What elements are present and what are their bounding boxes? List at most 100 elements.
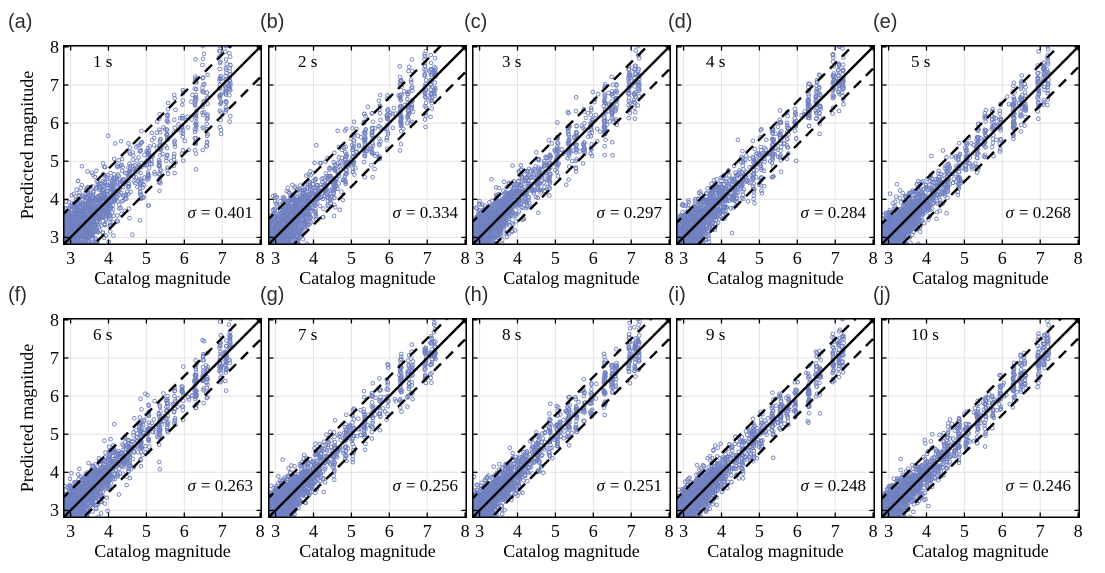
- plot-border: [472, 45, 671, 245]
- x-tick-label: 7: [217, 248, 227, 268]
- panel-letter: (c): [464, 11, 488, 33]
- x-tick-label: 5: [346, 521, 356, 541]
- x-axis-title: Catalog magnitude: [503, 541, 640, 561]
- y-tick-label: 6: [50, 113, 59, 134]
- panel-letter: (a): [8, 11, 33, 33]
- sigma-value: = 0.263: [200, 476, 253, 495]
- sigma-label: σ = 0.284: [801, 203, 866, 223]
- sigma-value: = 0.297: [609, 203, 662, 222]
- panel-letter: (b): [260, 11, 285, 33]
- x-tick-label: 7: [217, 521, 227, 541]
- panel-letter: (f): [8, 284, 27, 306]
- time-window-label: 4 s: [706, 52, 726, 71]
- x-tick-label: 3: [884, 248, 894, 268]
- plot-border: [472, 318, 671, 518]
- sigma-symbol: σ: [392, 203, 401, 222]
- upper-band-line: [881, 45, 1062, 227]
- x-tick-label: 8: [664, 248, 674, 268]
- x-tick-label: 7: [830, 248, 840, 268]
- y-tick-label: 4: [50, 189, 59, 210]
- time-window-label: 6 s: [93, 325, 113, 344]
- x-tick-label: 5: [550, 248, 560, 268]
- sigma-value: = 0.284: [813, 203, 866, 222]
- x-tick-label: 7: [626, 521, 636, 541]
- identity-line: [676, 45, 875, 245]
- y-axis-title: Predicted magnitude: [17, 70, 37, 220]
- sigma-value: = 0.251: [609, 476, 662, 495]
- upper-band-line: [472, 318, 654, 501]
- time-window-label: 3 s: [502, 52, 522, 71]
- lower-band-line: [899, 63, 1080, 245]
- y-tick-label: 6: [50, 386, 59, 407]
- x-tick-label: 6: [384, 521, 394, 541]
- sigma-label: σ = 0.248: [801, 476, 866, 496]
- y-tick-label: 4: [50, 462, 59, 483]
- x-tick-label: 4: [309, 521, 318, 541]
- sigma-value: = 0.256: [405, 476, 458, 495]
- x-tick-label: 3: [66, 248, 76, 268]
- x-tick-label: 4: [513, 521, 522, 541]
- x-axis-title: Catalog magnitude: [299, 268, 436, 288]
- upper-band-line: [268, 318, 450, 501]
- scatter-panel: (a) 1 s σ = 0.401 3 4 5 6 7 8 3 4 5 6 7 8 Catalog m…: [8, 11, 265, 288]
- x-axis-title: Catalog magnitude: [912, 541, 1049, 561]
- x-tick-label: 5: [550, 521, 560, 541]
- time-window-label: 5 s: [911, 52, 931, 71]
- lower-band-line: [695, 64, 875, 245]
- x-axis-title: Catalog magnitude: [94, 268, 231, 288]
- upper-band-line: [63, 45, 234, 217]
- x-tick-label: 7: [422, 248, 432, 268]
- x-tick-label: 5: [959, 248, 969, 268]
- x-tick-label: 8: [868, 248, 878, 268]
- y-tick-label: 5: [50, 151, 59, 172]
- identity-line: [472, 318, 671, 518]
- scatter-panel: (g) 7 s σ = 0.256 3 4 5 6 7 8 Catalog magnitud…: [260, 284, 470, 561]
- x-tick-label: 4: [922, 521, 931, 541]
- scatter-plot: [881, 318, 1080, 518]
- lower-band-line: [91, 73, 262, 245]
- x-tick-label: 6: [588, 248, 598, 268]
- upper-band-line: [472, 45, 651, 225]
- x-tick-label: 6: [792, 521, 802, 541]
- scatter-plot: [881, 45, 1080, 245]
- upper-band-line: [63, 318, 244, 500]
- scatter-panel: (i) 9 s σ = 0.248 3 4 5 6 7 8 Catalog magnitud…: [668, 284, 878, 561]
- scatter-plot: [63, 45, 262, 245]
- sigma-symbol: σ: [800, 476, 809, 495]
- lower-band-line: [897, 335, 1080, 518]
- plot-border: [268, 45, 467, 245]
- sigma-label: σ = 0.334: [393, 203, 458, 223]
- x-tick-label: 8: [1073, 521, 1083, 541]
- x-tick-label: 6: [792, 248, 802, 268]
- sigma-symbol: σ: [392, 476, 401, 495]
- lower-band-line: [291, 68, 467, 245]
- x-tick-label: 8: [664, 521, 674, 541]
- sigma-label: σ = 0.251: [597, 476, 662, 496]
- x-axis-title: Catalog magnitude: [707, 268, 844, 288]
- x-tick-label: 6: [384, 248, 394, 268]
- x-tick-label: 3: [66, 521, 76, 541]
- sigma-symbol: σ: [596, 476, 605, 495]
- identity-line: [472, 45, 671, 245]
- y-axis-title: Predicted magnitude: [17, 343, 37, 493]
- time-window-label: 2 s: [298, 52, 318, 71]
- sigma-symbol: σ: [596, 203, 605, 222]
- x-tick-label: 5: [141, 521, 151, 541]
- x-tick-label: 4: [309, 248, 318, 268]
- y-tick-label: 3: [50, 500, 59, 521]
- x-tick-label: 4: [717, 521, 726, 541]
- y-tick-label: 8: [50, 309, 59, 330]
- upper-band-line: [268, 45, 444, 222]
- identity-line: [881, 318, 1080, 518]
- time-window-label: 8 s: [502, 325, 522, 344]
- scatter-points: [881, 318, 1051, 518]
- panel-letter: (g): [260, 284, 285, 306]
- scatter-plot: [472, 318, 671, 518]
- identity-line: [63, 45, 262, 245]
- x-tick-label: 6: [179, 248, 189, 268]
- y-tick-label: 7: [50, 75, 59, 95]
- scatter-panel: (f) 6 s σ = 0.263 3 4 5 6 7 8 3 4 5 6 7 8 Catalog m…: [8, 284, 265, 561]
- time-window-label: 9 s: [706, 325, 726, 344]
- x-axis-title: Catalog magnitude: [94, 541, 231, 561]
- x-tick-label: 5: [346, 248, 356, 268]
